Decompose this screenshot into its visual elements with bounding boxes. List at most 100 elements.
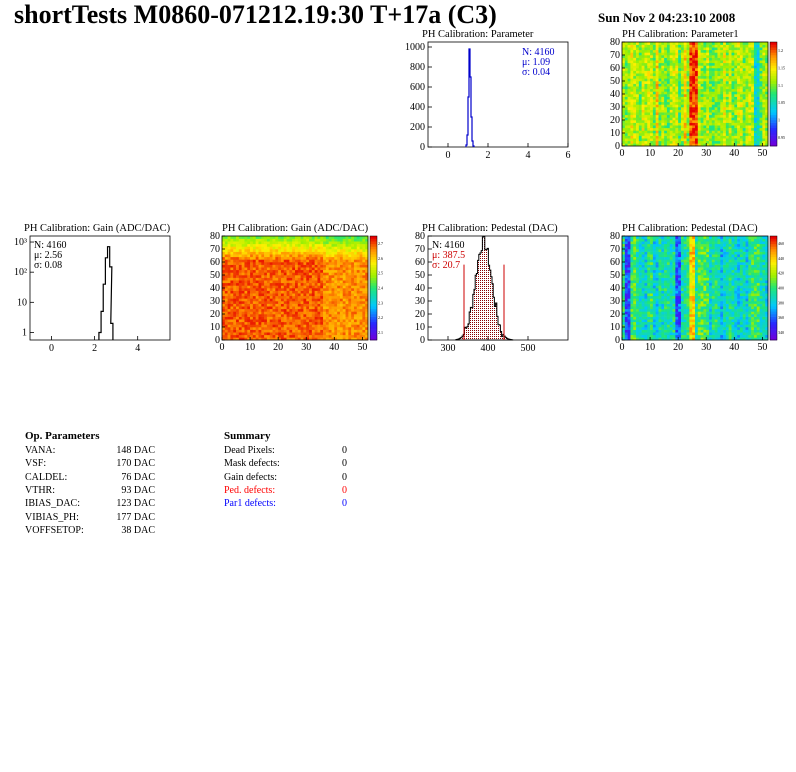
- heatmap-cell: [728, 112, 732, 116]
- heatmap-cell: [238, 277, 242, 281]
- heatmap-cell: [258, 316, 262, 320]
- heatmap-cell: [664, 117, 668, 121]
- heatmap-cell: [751, 83, 755, 87]
- heatmap-cell: [751, 114, 755, 118]
- heatmap-cell: [622, 272, 626, 276]
- heatmap-cell: [731, 130, 735, 134]
- heatmap-cell: [647, 334, 651, 338]
- heatmap-cell: [224, 246, 228, 250]
- heatmap-cell: [734, 42, 738, 45]
- heatmap-cell: [633, 280, 637, 284]
- heatmap-cell: [697, 47, 701, 51]
- heatmap-cell: [720, 68, 724, 71]
- heatmap-cell: [351, 269, 355, 273]
- heatmap-cell: [255, 277, 259, 281]
- heatmap-cell: [739, 101, 744, 105]
- heatmap-cell: [636, 88, 640, 92]
- heatmap-cell: [244, 259, 248, 263]
- heatmap-cell: [280, 254, 285, 258]
- heatmap-cell: [644, 280, 648, 284]
- heatmap-cell: [627, 301, 631, 304]
- heatmap-cell: [751, 138, 755, 142]
- heatmap-cell: [247, 303, 251, 307]
- heatmap-cell: [650, 125, 654, 129]
- heatmap-cell: [622, 135, 626, 139]
- heatmap-cell: [650, 94, 654, 97]
- heatmap-cell: [286, 290, 290, 294]
- heatmap-cell: [250, 259, 254, 263]
- heatmap-cell: [320, 262, 324, 265]
- heatmap-cell: [765, 114, 769, 118]
- heatmap-cell: [644, 277, 648, 281]
- heatmap-cell: [339, 301, 344, 304]
- heatmap-cell: [644, 316, 648, 320]
- heatmap-cell: [728, 83, 732, 87]
- heatmap-cell: [264, 332, 268, 336]
- heatmap-cell: [230, 243, 234, 247]
- heatmap-cell: [278, 290, 282, 294]
- heatmap-cell: [638, 49, 642, 53]
- heatmap-cell: [356, 269, 360, 273]
- heatmap-cell: [306, 308, 310, 312]
- heatmap-cell: [697, 125, 701, 129]
- heatmap-cell: [739, 138, 744, 142]
- heatmap-cell: [669, 49, 673, 53]
- heatmap-cell: [664, 62, 668, 66]
- heatmap-cell: [678, 112, 682, 116]
- heatmap-cell: [306, 311, 310, 315]
- heatmap-cell: [745, 52, 749, 56]
- heatmap-cell: [325, 236, 329, 239]
- heatmap-cell: [709, 60, 713, 64]
- heatmap-cell: [622, 259, 626, 263]
- heatmap-cell: [337, 288, 341, 291]
- heatmap-cell: [247, 337, 251, 341]
- heatmap-cell: [647, 280, 651, 284]
- heatmap-cell: [633, 295, 637, 299]
- heatmap-cell: [314, 280, 318, 284]
- heatmap-cell: [638, 243, 642, 247]
- heatmap-cell: [345, 301, 349, 304]
- heatmap-cell: [636, 311, 640, 315]
- heatmap-cell: [306, 238, 310, 242]
- heatmap-cell: [692, 135, 696, 139]
- heatmap-cell: [678, 62, 682, 66]
- heatmap-cell: [334, 295, 338, 299]
- heatmap-cell: [675, 101, 679, 105]
- heatmap-cell: [339, 236, 344, 239]
- heatmap-cell: [627, 122, 631, 126]
- heatmap-cell: [683, 49, 687, 53]
- heatmap-cell: [627, 120, 631, 123]
- heatmap-cell: [622, 55, 626, 58]
- heatmap-cell: [241, 236, 245, 239]
- palette-swatch: [770, 70, 777, 74]
- heatmap-cell: [286, 280, 290, 284]
- heatmap-cell: [241, 316, 245, 320]
- heatmap-cell: [622, 120, 626, 123]
- heatmap-cell: [622, 65, 626, 69]
- heatmap-cell: [717, 107, 721, 110]
- heatmap-cell: [297, 290, 301, 294]
- heatmap-cell: [652, 236, 656, 239]
- heatmap-cell: [311, 251, 315, 255]
- heatmap-cell: [666, 94, 671, 97]
- heatmap-cell: [227, 272, 231, 276]
- heatmap-cell: [728, 42, 732, 45]
- heatmap-cell: [325, 311, 329, 315]
- heatmap-cell: [723, 73, 727, 77]
- heatmap-cell: [638, 91, 642, 95]
- heatmap-cell: [303, 262, 307, 265]
- heatmap-cell: [633, 114, 637, 118]
- heatmap-cell: [627, 290, 631, 294]
- heatmap-cell: [753, 114, 758, 118]
- heatmap-cell: [734, 127, 738, 131]
- heatmap-cell: [269, 298, 273, 302]
- heatmap-cell: [244, 238, 248, 242]
- heatmap-cell: [709, 86, 713, 90]
- heatmap-cell: [709, 143, 713, 147]
- palette-swatch: [770, 130, 777, 134]
- heatmap-cell: [300, 264, 304, 268]
- heatmap-cell: [742, 44, 746, 48]
- heatmap-cell: [356, 246, 360, 250]
- heatmap-cell: [323, 332, 327, 336]
